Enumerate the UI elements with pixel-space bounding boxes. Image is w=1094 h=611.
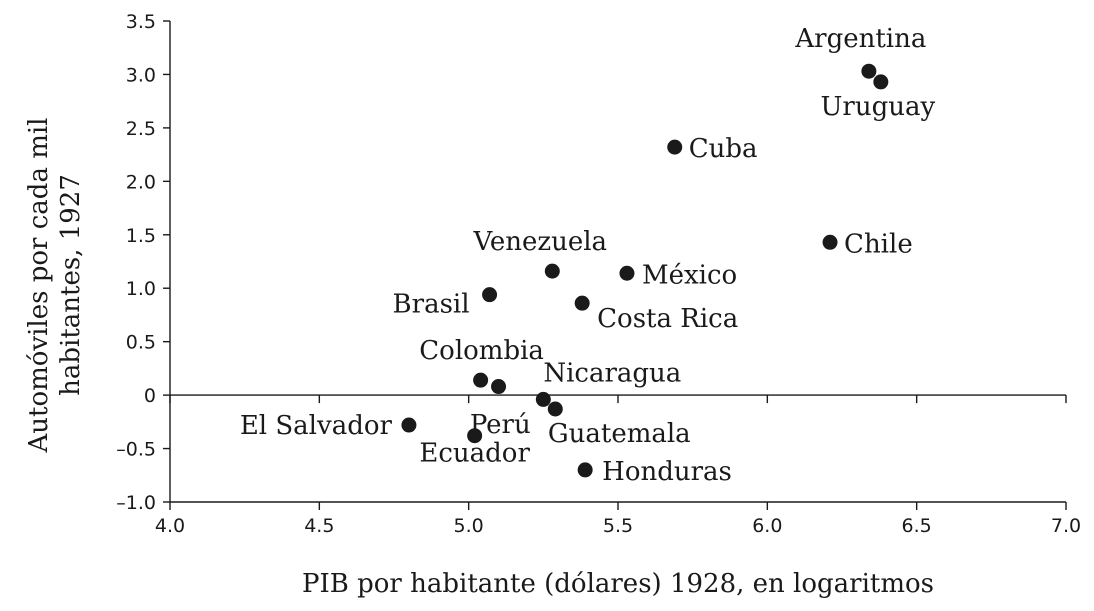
- y-tick-label: 0: [144, 385, 156, 407]
- point-label: México: [642, 260, 737, 290]
- point-label: El Salvador: [240, 411, 393, 441]
- x-tick-label: 6.5: [902, 515, 932, 537]
- data-point: [547, 401, 563, 417]
- point-label: Colombia: [419, 336, 544, 366]
- y-tick-label: –0.5: [116, 439, 156, 461]
- y-axis-title: Automóviles por cada mil habitantes, 192…: [24, 118, 86, 454]
- data-point: [491, 379, 507, 395]
- x-axis-title: PIB por habitante (dólares) 1928, en log…: [302, 569, 934, 599]
- point-label: Costa Rica: [597, 304, 738, 334]
- data-point: [667, 139, 683, 155]
- x-tick-label: 5.5: [603, 515, 633, 537]
- data-point: [401, 417, 417, 433]
- point-label: Nicaragua: [543, 358, 681, 388]
- x-axis: 4.0 4.5 5.0 5.5 6.0 6.5 7.0: [155, 394, 1081, 537]
- data-point: [544, 263, 560, 279]
- point-label: Argentina: [794, 24, 926, 54]
- data-point: [467, 428, 483, 444]
- data-point: [577, 462, 593, 478]
- point-label: Chile: [844, 229, 913, 259]
- point-label: Brasil: [393, 290, 470, 320]
- point-label: Guatemala: [548, 419, 691, 449]
- data-point: [619, 265, 635, 281]
- x-tick-label: 4.5: [304, 515, 334, 537]
- y-tick-label: –1.0: [116, 492, 156, 514]
- y-tick-label: 1.0: [126, 278, 156, 300]
- y-axis-title-line-2: habitantes, 1927: [56, 174, 86, 396]
- data-point: [473, 372, 489, 388]
- point-label: Venezuela: [473, 227, 608, 257]
- y-tick-label: 0.5: [126, 332, 156, 354]
- y-tick-label: 2.5: [126, 118, 156, 140]
- data-point: [822, 234, 838, 250]
- data-point: [861, 63, 877, 79]
- data-points: [401, 63, 889, 478]
- y-axis-title-line-1: Automóviles por cada mil: [24, 118, 54, 454]
- y-tick-label: 3.0: [126, 64, 156, 86]
- y-tick-label: 2.0: [126, 171, 156, 193]
- x-tick-label: 4.0: [155, 515, 185, 537]
- data-point: [873, 74, 889, 90]
- point-label: Honduras: [602, 457, 732, 487]
- point-label: Perú: [470, 410, 531, 440]
- point-labels: Argentina Uruguay Cuba Chile Venezuela México…: [240, 24, 936, 487]
- y-axis: –1.0 –0.5 0 0.5 1.0 1.5 2.0 2.5 3.0 3.5: [116, 11, 171, 514]
- point-label: Cuba: [689, 134, 758, 164]
- y-tick-label: 3.5: [126, 11, 156, 33]
- x-tick-label: 5.0: [454, 515, 484, 537]
- data-point: [535, 391, 551, 407]
- point-label: Ecuador: [419, 439, 530, 469]
- data-point: [574, 295, 590, 311]
- x-tick-label: 6.0: [752, 515, 782, 537]
- point-label: Uruguay: [820, 92, 935, 122]
- y-tick-label: 1.5: [126, 225, 156, 247]
- x-tick-label: 7.0: [1051, 515, 1081, 537]
- data-point: [482, 287, 498, 303]
